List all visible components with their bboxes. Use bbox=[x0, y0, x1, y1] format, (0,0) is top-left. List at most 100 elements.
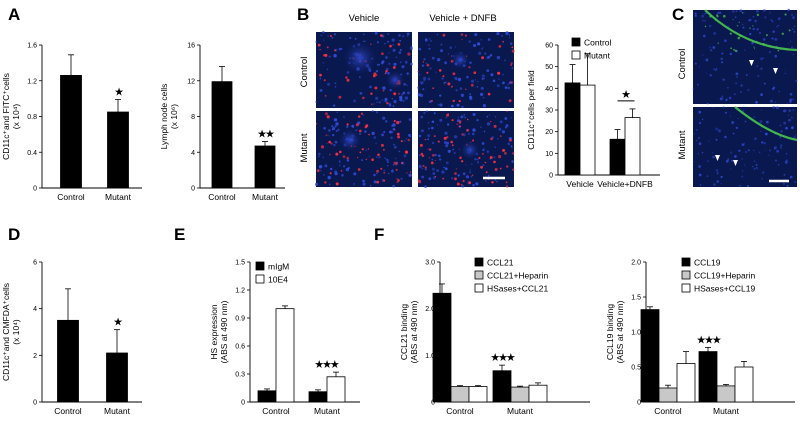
nucleus-dot bbox=[764, 149, 766, 151]
cd11c-stain-dot bbox=[400, 140, 403, 143]
nucleus-dot bbox=[457, 116, 459, 119]
nucleus-dot bbox=[776, 106, 779, 110]
nucleus-dot bbox=[732, 10, 735, 13]
nucleus-dot bbox=[704, 20, 706, 22]
nucleus-dot bbox=[487, 174, 490, 177]
cd11c-stain-dot bbox=[468, 66, 471, 69]
nucleus-dot bbox=[719, 11, 722, 14]
nucleus-dot bbox=[406, 84, 408, 86]
nucleus-cluster bbox=[460, 140, 480, 160]
nucleus-dot bbox=[334, 86, 337, 88]
nucleus-dot bbox=[782, 109, 786, 113]
nucleus-dot bbox=[464, 116, 467, 119]
cd11c-stain-dot bbox=[509, 138, 512, 142]
nucleus-dot bbox=[451, 177, 454, 180]
nucleus-dot bbox=[445, 81, 447, 84]
x-tick-label: Control bbox=[208, 192, 236, 202]
cd11c-stain-dot bbox=[442, 33, 446, 37]
nucleus-dot bbox=[386, 164, 389, 167]
nucleus-dot bbox=[784, 70, 786, 72]
cd11c-stain-dot bbox=[339, 150, 342, 154]
nucleus-dot bbox=[395, 56, 398, 59]
fitc-stain-dot bbox=[754, 48, 755, 50]
nucleus-dot bbox=[403, 154, 407, 158]
bar bbox=[57, 319, 79, 403]
nucleus-dot bbox=[394, 157, 397, 160]
panel-label-f: F bbox=[374, 225, 384, 244]
cd11c-stain-dot bbox=[473, 71, 477, 74]
nucleus-dot bbox=[699, 121, 702, 125]
cd11c-stain-dot bbox=[334, 49, 336, 52]
cd11c-stain-dot bbox=[424, 138, 427, 141]
cd11c-stain-dot bbox=[437, 140, 440, 143]
nucleus-dot bbox=[319, 77, 322, 80]
legend-label: CCL21 bbox=[487, 258, 514, 268]
nucleus-dot bbox=[483, 77, 485, 80]
y-tick-label: 1.6 bbox=[27, 43, 37, 50]
x-tick-label: Control bbox=[262, 406, 290, 416]
nucleus-dot bbox=[694, 14, 697, 17]
y-tick-label: 4 bbox=[191, 150, 195, 157]
nucleus-dot bbox=[769, 12, 771, 14]
nucleus-dot bbox=[461, 105, 464, 108]
nucleus-dot bbox=[505, 31, 509, 36]
cd11c-stain-dot bbox=[470, 83, 474, 87]
nucleus-dot bbox=[721, 52, 724, 55]
nucleus-dot bbox=[373, 180, 377, 184]
chart-b: 0 10 20 30 40 50 60 CD11c⁺cells per field Vehicl… bbox=[526, 38, 660, 189]
cd11c-stain-dot bbox=[409, 171, 412, 173]
nucleus-dot bbox=[693, 133, 695, 135]
nucleus-dot bbox=[482, 164, 485, 167]
nucleus-dot bbox=[787, 114, 790, 116]
nucleus-dot bbox=[423, 76, 427, 80]
cd11c-stain-dot bbox=[346, 78, 350, 82]
nucleus-dot bbox=[334, 125, 337, 128]
nucleus-dot bbox=[460, 93, 465, 98]
y-tick-label: 1.5 bbox=[235, 260, 245, 267]
nucleus-dot bbox=[496, 84, 500, 88]
nucleus-dot bbox=[507, 142, 511, 146]
y-tick-label: 0.3 bbox=[235, 372, 245, 379]
cd11c-stain-dot bbox=[508, 99, 512, 103]
cd11c-stain-dot bbox=[380, 167, 383, 170]
micrograph-b: Vehicle Vehicle + DNFB Control Mutant bbox=[299, 13, 515, 189]
x-tick-label: Vehicle bbox=[566, 179, 594, 189]
legend-swatch bbox=[474, 270, 484, 280]
nucleus-dot bbox=[428, 177, 432, 181]
nucleus-dot bbox=[408, 133, 411, 137]
nucleus-dot bbox=[501, 35, 504, 37]
nucleus-dot bbox=[720, 57, 723, 60]
nucleus-dot bbox=[707, 160, 709, 162]
nucleus-dot bbox=[766, 120, 769, 124]
nucleus-dot bbox=[698, 173, 702, 177]
nucleus-dot bbox=[710, 49, 713, 52]
nucleus-dot bbox=[752, 166, 754, 168]
fitc-stain-dot bbox=[729, 32, 732, 35]
cd11c-stain-dot bbox=[512, 168, 515, 171]
cd11c-stain-dot bbox=[401, 162, 403, 164]
cd11c-stain-dot bbox=[497, 71, 501, 75]
nucleus-dot bbox=[387, 40, 390, 43]
y-tick-label: 0 bbox=[549, 173, 553, 180]
cd11c-stain-dot bbox=[490, 121, 492, 123]
cd11c-stain-dot bbox=[346, 123, 349, 126]
nucleus-dot bbox=[792, 109, 794, 111]
nucleus-dot bbox=[502, 73, 504, 76]
cd11c-stain-dot bbox=[397, 135, 401, 139]
significance-stars: ★ bbox=[114, 87, 124, 99]
nucleus-dot bbox=[761, 171, 765, 174]
nucleus-dot bbox=[751, 41, 754, 45]
nucleus-dot bbox=[421, 167, 424, 170]
nucleus-dot bbox=[459, 87, 463, 90]
nucleus-dot bbox=[389, 89, 392, 92]
nucleus-dot bbox=[463, 114, 466, 116]
nucleus-dot bbox=[427, 122, 430, 124]
nucleus-dot bbox=[386, 158, 389, 161]
nucleus-dot bbox=[779, 124, 782, 127]
nucleus-dot bbox=[445, 116, 447, 119]
nucleus-dot bbox=[443, 166, 446, 169]
nucleus-dot bbox=[752, 15, 755, 18]
nucleus-dot bbox=[740, 84, 743, 87]
cd11c-stain-dot bbox=[489, 156, 493, 159]
cd11c-stain-dot bbox=[502, 40, 505, 43]
